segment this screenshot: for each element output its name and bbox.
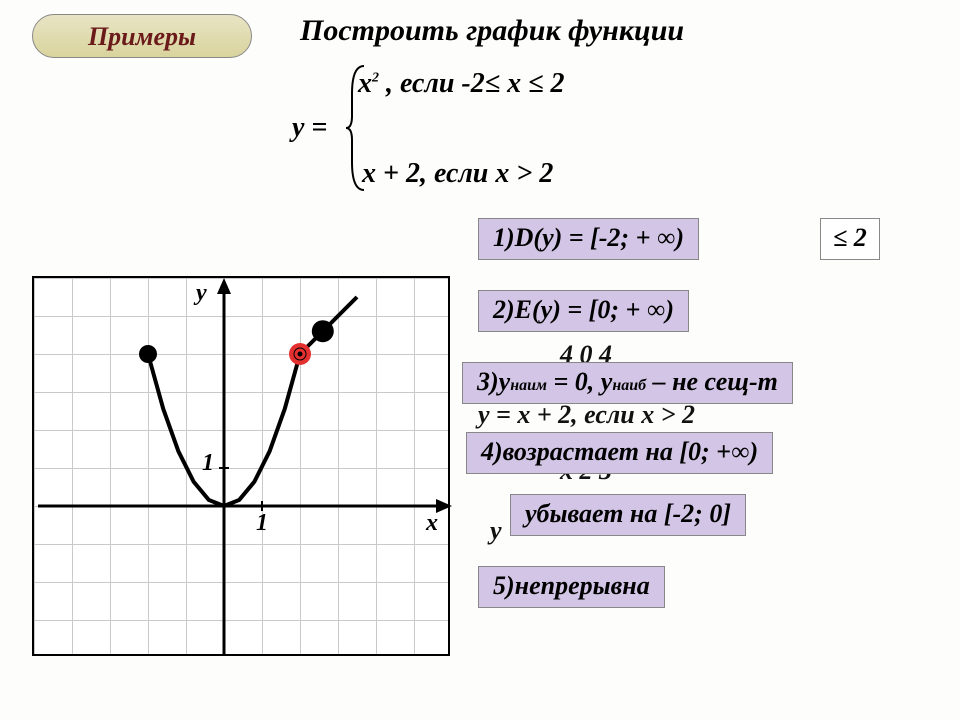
- prop-domain: 1)D(y) = [-2; + ∞): [478, 218, 699, 260]
- p3-sub1: наим: [510, 377, 547, 394]
- piece-1: x2 , если -2≤ х ≤ 2: [358, 68, 565, 100]
- p3-c: – не сещ-т: [646, 367, 778, 396]
- tick-1-x: 1: [256, 510, 268, 537]
- piece-1-text: x2 , если -2≤ х ≤ 2: [358, 68, 565, 99]
- prop-decrease: убывает на [-2; 0]: [510, 494, 746, 536]
- prop-increase: 4)возрастает на [0; +∞): [466, 432, 773, 474]
- y-axis-label: y: [196, 280, 207, 307]
- tick-1-y: 1: [202, 450, 214, 477]
- piece-2: x + 2, если х > 2: [362, 158, 553, 190]
- le2-box: ≤ 2: [820, 218, 880, 260]
- x-axis-label: x: [426, 510, 438, 537]
- p3-sub2: наиб: [612, 377, 646, 394]
- prop-range: 2)E(y) = [0; + ∞): [478, 290, 689, 332]
- examples-badge: Примеры: [32, 14, 252, 58]
- prop-continuous: 5)непрерывна: [478, 566, 665, 608]
- page-title: Построить график функции: [300, 14, 684, 48]
- y-equals: y =: [292, 112, 327, 144]
- function-graph: y x 1 1: [32, 276, 450, 656]
- graph-svg: [34, 278, 452, 658]
- bg-math-d: y: [490, 516, 502, 546]
- p3-b: = 0, y: [547, 367, 612, 396]
- prop-minmax: 3)yнаим = 0, yнаиб – не сещ-т: [462, 362, 793, 404]
- p3-a: 3)y: [477, 367, 510, 396]
- bg-math-b: y = x + 2, если x > 2: [478, 400, 695, 430]
